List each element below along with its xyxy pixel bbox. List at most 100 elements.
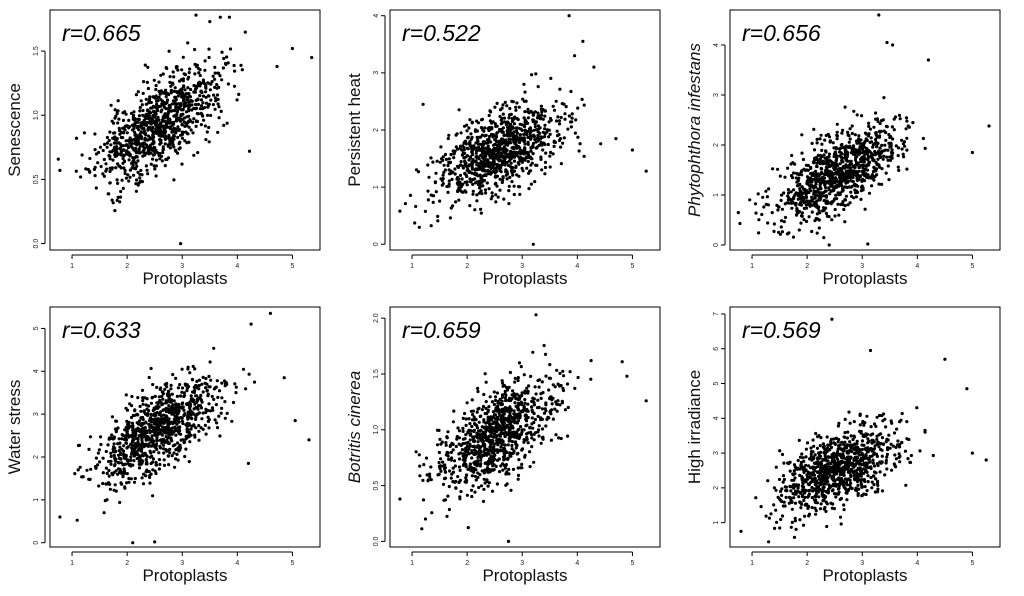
data-point	[145, 98, 148, 101]
data-point	[169, 429, 172, 432]
data-point	[525, 387, 528, 390]
data-point	[95, 466, 98, 469]
data-point	[95, 457, 98, 460]
data-point	[110, 472, 113, 475]
data-point	[458, 436, 461, 439]
data-point	[835, 163, 838, 166]
data-point	[130, 395, 133, 398]
data-point	[507, 142, 510, 145]
data-point	[884, 139, 887, 142]
data-point	[520, 365, 523, 368]
data-point	[499, 464, 502, 467]
data-point	[449, 216, 452, 219]
data-point	[900, 139, 903, 142]
x-axis-label: Protoplasts	[822, 269, 907, 288]
data-point	[511, 125, 514, 128]
data-point	[520, 431, 523, 434]
data-point	[898, 114, 901, 117]
data-point	[165, 426, 168, 429]
data-point	[821, 209, 824, 212]
data-point	[849, 137, 852, 140]
data-point	[241, 68, 244, 71]
data-point	[88, 157, 91, 160]
data-point	[148, 474, 151, 477]
data-point	[247, 462, 250, 465]
data-point	[498, 189, 501, 192]
data-point	[525, 120, 528, 123]
data-point	[547, 388, 550, 391]
data-point	[181, 137, 184, 140]
data-point	[757, 218, 760, 221]
data-point	[178, 141, 181, 144]
data-point	[129, 455, 132, 458]
data-point	[781, 230, 784, 233]
data-point	[448, 179, 451, 182]
data-point	[541, 436, 544, 439]
data-point	[531, 427, 534, 430]
data-point	[250, 323, 253, 326]
data-point	[415, 450, 418, 453]
data-point	[824, 207, 827, 210]
data-point	[810, 180, 813, 183]
data-point	[531, 416, 534, 419]
data-point	[544, 353, 547, 356]
data-point	[550, 119, 553, 122]
data-point	[464, 463, 467, 466]
data-point	[479, 430, 482, 433]
data-point	[170, 400, 173, 403]
data-point	[464, 437, 467, 440]
data-point	[151, 396, 154, 399]
data-point	[820, 143, 823, 146]
data-point	[806, 179, 809, 182]
data-point	[479, 208, 482, 211]
data-point	[776, 168, 779, 171]
data-point	[154, 395, 157, 398]
data-point	[521, 98, 524, 101]
data-point	[890, 151, 893, 154]
data-point	[806, 175, 809, 178]
data-point	[149, 416, 152, 419]
data-point	[118, 133, 121, 136]
data-point	[791, 176, 794, 179]
data-point	[506, 131, 509, 134]
data-point	[870, 184, 873, 187]
data-point	[493, 163, 496, 166]
data-point	[420, 527, 423, 530]
data-point	[204, 59, 207, 62]
data-point	[853, 189, 856, 192]
data-point	[493, 106, 496, 109]
data-point	[101, 482, 104, 485]
data-point	[108, 436, 111, 439]
data-point	[508, 107, 511, 110]
data-point	[493, 390, 496, 393]
data-point	[453, 167, 456, 170]
y-tick-label: 2	[713, 143, 720, 147]
data-point	[109, 488, 112, 491]
data-point	[188, 371, 191, 374]
data-point	[452, 467, 455, 470]
data-point	[177, 386, 180, 389]
data-point	[523, 142, 526, 145]
data-point	[159, 123, 162, 126]
data-point	[116, 182, 119, 185]
data-point	[135, 450, 138, 453]
data-point	[836, 203, 839, 206]
data-point	[456, 190, 459, 193]
data-points	[398, 313, 648, 543]
data-point	[524, 424, 527, 427]
data-point	[120, 136, 123, 139]
data-point	[128, 158, 131, 161]
data-point	[158, 154, 161, 157]
data-point	[494, 395, 497, 398]
data-point	[927, 58, 930, 61]
data-point	[645, 170, 648, 173]
data-point	[160, 417, 163, 420]
data-point	[549, 151, 552, 154]
data-point	[471, 183, 474, 186]
data-point	[872, 126, 875, 129]
data-point	[797, 179, 800, 182]
data-point	[517, 379, 520, 382]
data-point	[113, 447, 116, 450]
data-point	[860, 186, 863, 189]
data-point	[553, 145, 556, 148]
